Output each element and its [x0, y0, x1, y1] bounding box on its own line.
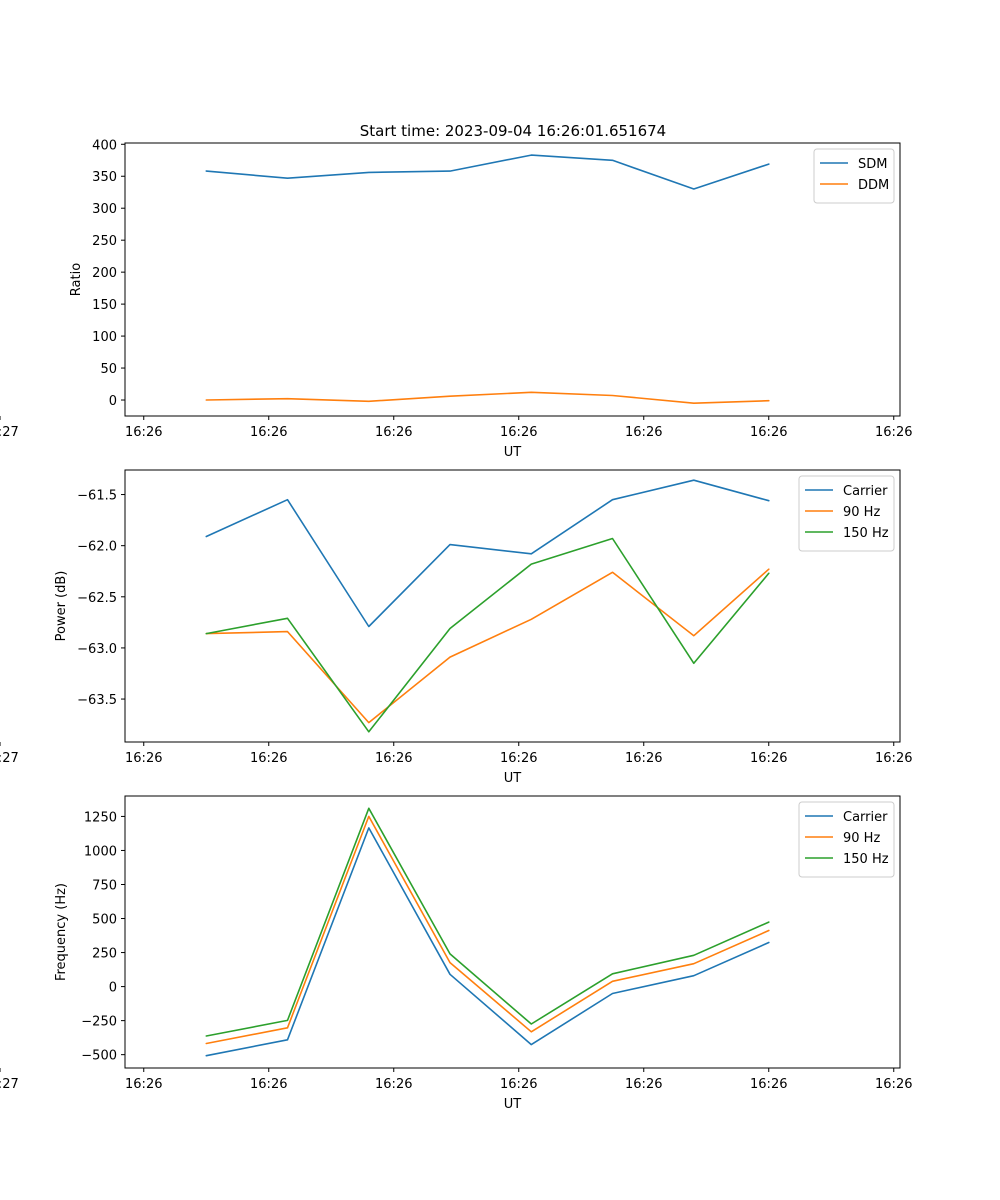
figure-title: Start time: 2023-09-04 16:26:01.651674 — [360, 122, 666, 140]
x-tick-label: 16:26 — [625, 751, 662, 766]
y-tick-label: 0 — [109, 981, 117, 996]
panels: 16:26 16:26 16:26 16:26 16:26 16:26 16:26 16:27… — [0, 138, 912, 1112]
series-line-sdm — [205, 154, 770, 190]
y-tick-label: 50 — [100, 362, 117, 377]
y-tick-label: 500 — [92, 913, 117, 928]
series-line-carrier — [205, 827, 770, 1057]
y-tick-label: 200 — [92, 266, 117, 281]
legend-label: DDM — [858, 178, 889, 193]
x-tick-label: 16:26 — [500, 751, 537, 766]
x-tick-label: 16:26 — [250, 1077, 287, 1092]
legend-label: 90 Hz — [843, 505, 880, 520]
x-tick-label: 16:26 — [750, 751, 787, 766]
x-tick-label: 16:26 — [625, 425, 662, 440]
y-tick-label: 0 — [109, 394, 117, 409]
x-tick-label: 16:26 — [500, 425, 537, 440]
legend: Carrier 90 Hz 150 Hz — [798, 801, 895, 878]
y-tick-label: 1000 — [84, 844, 117, 859]
y-tick-label: 350 — [92, 170, 117, 185]
x-tick-label: 16:26 — [125, 1077, 162, 1092]
x-tick-label: 16:26 — [250, 751, 287, 766]
y-tick-label: 250 — [92, 234, 117, 249]
x-tick-label: 16:26 — [375, 425, 412, 440]
y-tick-label: −250 — [81, 1015, 117, 1030]
y-tick-label: 150 — [92, 298, 117, 313]
legend: Carrier 90 Hz 150 Hz — [798, 475, 895, 552]
x-tick-label: 16:27 — [0, 1077, 19, 1092]
x-tick-label: 16:26 — [125, 425, 162, 440]
x-tick-label: 16:26 — [875, 1077, 912, 1092]
y-tick-label: 100 — [92, 330, 117, 345]
legend-label: SDM — [858, 157, 887, 172]
y-tick-label: −63.0 — [77, 642, 117, 657]
series-line-90-hz — [205, 568, 770, 724]
series-line-150-hz — [205, 807, 770, 1037]
x-tick-label: 16:27 — [0, 751, 19, 766]
legend-label: 150 Hz — [843, 852, 889, 867]
y-tick-label: −61.5 — [77, 489, 117, 504]
x-tick-label: 16:26 — [500, 1077, 537, 1092]
series-line-90-hz — [205, 815, 770, 1045]
x-tick-label: 16:26 — [375, 1077, 412, 1092]
x-tick-label: 16:26 — [875, 425, 912, 440]
plot-area — [124, 795, 901, 1069]
y-axis-label: Ratio — [69, 263, 84, 296]
legend-label: 90 Hz — [843, 831, 880, 846]
x-tick-label: 16:26 — [750, 1077, 787, 1092]
y-axis-label: Frequency (Hz) — [54, 883, 69, 981]
x-tick-label: 16:27 — [0, 425, 19, 440]
y-tick-label: −62.5 — [77, 591, 117, 606]
series-line-carrier — [205, 479, 770, 628]
y-tick-label: −500 — [81, 1049, 117, 1064]
legend-label: 150 Hz — [843, 526, 889, 541]
x-axis-label: UT — [504, 445, 522, 460]
y-tick-label: 300 — [92, 202, 117, 217]
x-tick-label: 16:26 — [625, 1077, 662, 1092]
y-tick-label: 250 — [92, 947, 117, 962]
x-tick-label: 16:26 — [750, 425, 787, 440]
plot-area — [124, 469, 901, 743]
chart-panel-1: 16:26 16:26 16:26 16:26 16:26 16:26 16:26 16:27… — [0, 138, 912, 460]
plot-area — [124, 142, 901, 417]
y-tick-label: 400 — [92, 138, 117, 153]
legend-label: Carrier — [843, 810, 888, 825]
chart-panel-2: 16:26 16:26 16:26 16:26 16:26 16:26 16:26 16:27… — [0, 469, 912, 786]
y-tick-label: −62.0 — [77, 540, 117, 555]
series-line-ddm — [205, 391, 770, 405]
x-axis-label: UT — [504, 771, 522, 786]
x-tick-label: 16:26 — [125, 751, 162, 766]
y-tick-label: −63.5 — [77, 693, 117, 708]
chart-panel-3: 16:26 16:26 16:26 16:26 16:26 16:26 16:26 16:27… — [0, 795, 912, 1112]
legend-label: Carrier — [843, 484, 888, 499]
x-tick-label: 16:26 — [875, 751, 912, 766]
legend: SDM DDM — [813, 148, 895, 204]
y-tick-label: 750 — [92, 878, 117, 893]
series-line-150-hz — [205, 537, 770, 733]
x-tick-label: 16:26 — [250, 425, 287, 440]
x-tick-label: 16:26 — [375, 751, 412, 766]
y-axis-label: Power (dB) — [54, 571, 69, 642]
x-axis-label: UT — [504, 1097, 522, 1112]
y-tick-label: 1250 — [84, 810, 117, 825]
